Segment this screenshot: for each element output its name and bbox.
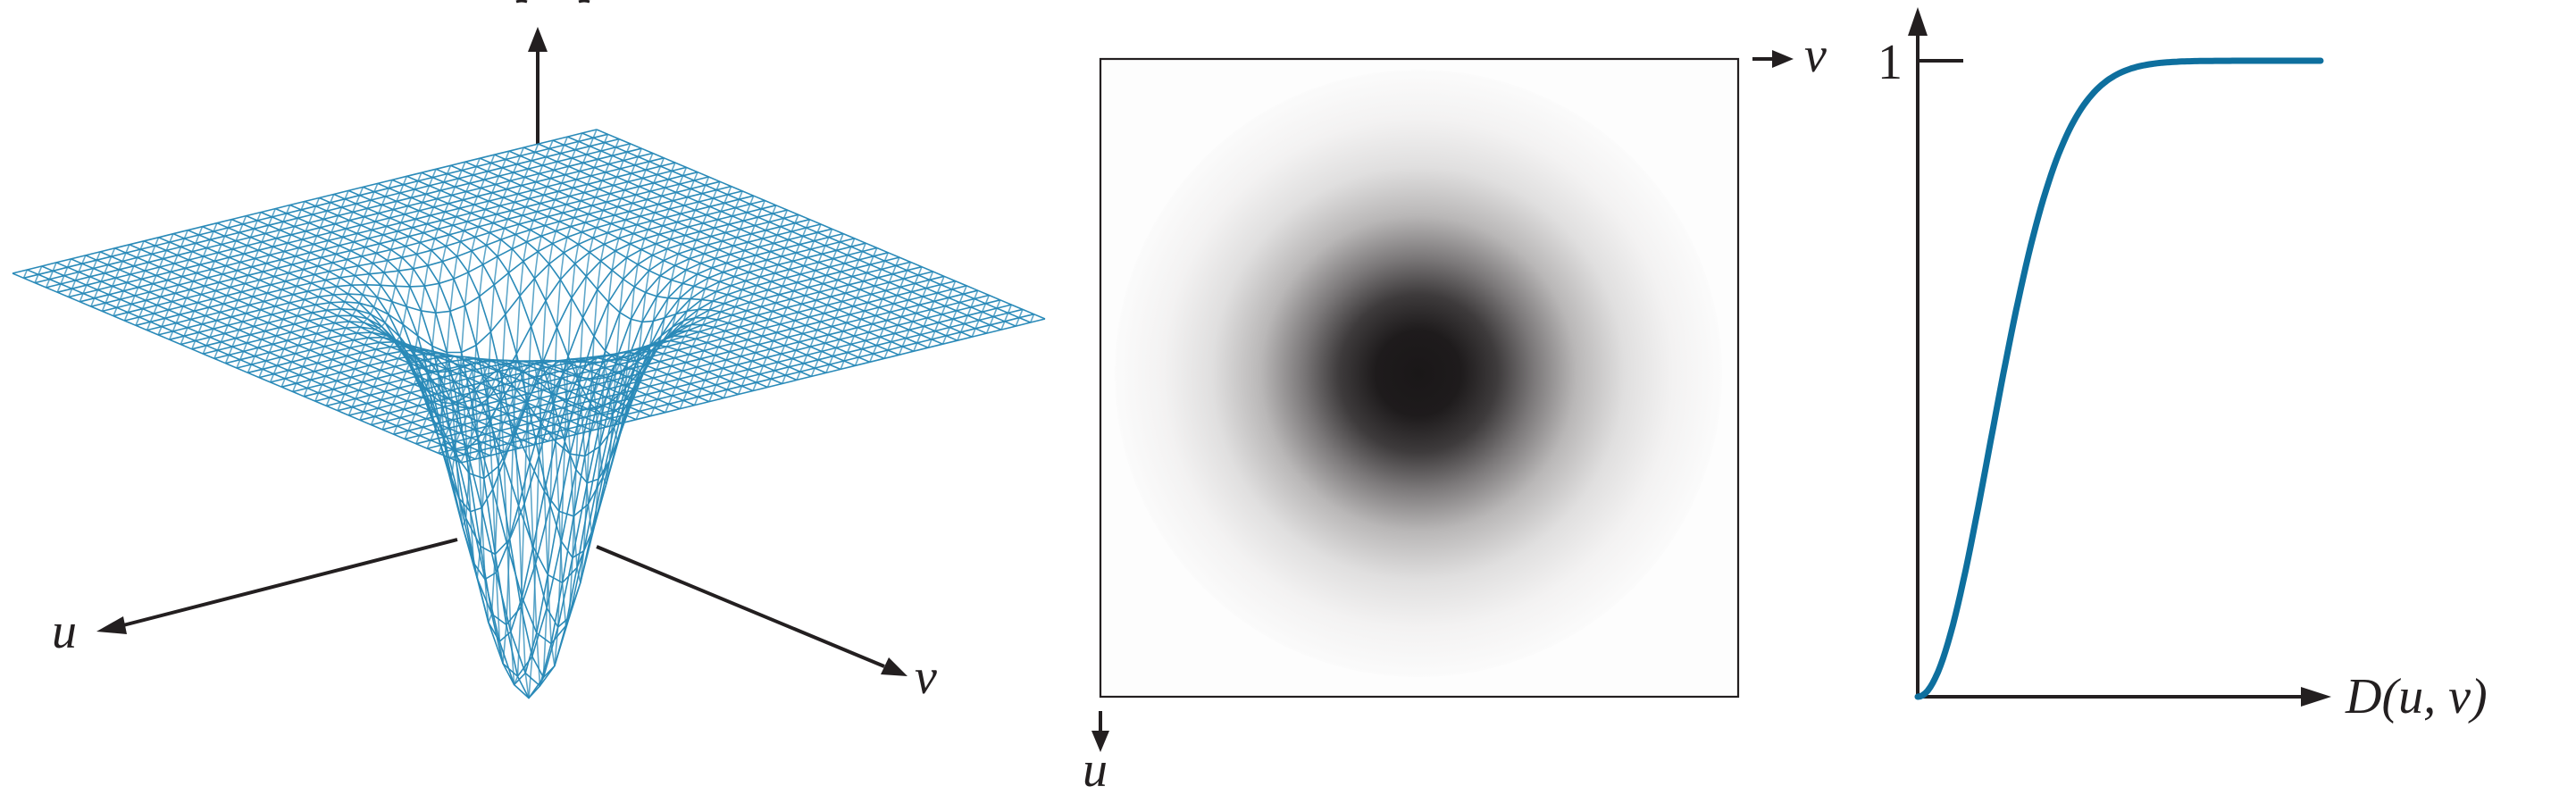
mesh-line: [180, 195, 755, 409]
mesh-line: [370, 276, 945, 425]
mesh-line: [347, 266, 923, 416]
profile-plot-panel: 1 D(u, v): [1878, 7, 2488, 724]
mesh-line: [415, 295, 991, 445]
mesh-line: [34, 134, 609, 283]
mesh-line: [460, 314, 1035, 464]
mesh-line: [90, 157, 665, 307]
mesh-line: [202, 205, 777, 555]
mesh-line: [157, 186, 732, 336]
surface-plot-panel: u v: [12, 0, 1046, 705]
mesh-line: [168, 190, 743, 353]
mesh-line: [146, 181, 721, 331]
mesh-line: [45, 138, 620, 289]
surface-h-label-fragment: [515, 0, 590, 4]
mesh-line: [224, 214, 799, 677]
mesh-line: [22, 129, 598, 279]
surface-v-axis-arrow-icon: [881, 657, 907, 676]
mesh-line: [258, 229, 833, 686]
mesh-line: [337, 262, 912, 412]
profile-x-axis-arrow-icon: [2301, 687, 2331, 707]
profile-y-tick-label: 1: [1878, 35, 1903, 90]
surface-u-axis-arrow-icon: [96, 616, 127, 634]
surface-v-label: v: [915, 649, 937, 705]
mesh-line: [123, 172, 698, 322]
mesh-line: [325, 256, 900, 406]
mesh-line: [438, 304, 1013, 454]
mesh-line: [448, 309, 1024, 459]
mesh-line: [101, 162, 676, 312]
surface-u-axis: [122, 538, 458, 627]
filter-image-frame: [1099, 57, 1740, 699]
mesh-surface: [12, 129, 1046, 699]
profile-curve: [1914, 57, 2324, 700]
image-v-axis-arrow-icon: [1772, 50, 1794, 68]
image-v-label: v: [1804, 28, 1827, 83]
image-u-label: u: [1083, 742, 1108, 795]
mesh-line: [359, 271, 934, 421]
mesh-line: [135, 176, 710, 326]
mesh-line: [404, 289, 979, 439]
mesh-line: [381, 280, 957, 431]
image-u-axis-arrow-icon: [1091, 731, 1109, 752]
mesh-line: [303, 247, 878, 456]
mesh-line: [426, 299, 1001, 449]
surface-v-axis: [596, 545, 885, 668]
mesh-line: [280, 238, 856, 583]
dark-spot: [1115, 70, 1722, 677]
mesh-line: [292, 242, 866, 516]
mesh-line: [269, 233, 844, 644]
mesh-line: [56, 143, 631, 293]
mesh-line: [392, 285, 967, 435]
surface-h-axis-arrow-icon: [528, 27, 548, 52]
mesh-line: [213, 213, 799, 626]
surface-u-label: u: [52, 604, 77, 659]
mesh-line: [113, 167, 688, 317]
profile-x-label: D(u, v): [2345, 669, 2488, 724]
mesh-line: [213, 209, 789, 625]
filter-image-panel: v u: [1083, 28, 1827, 795]
mesh-line: [79, 153, 654, 303]
mesh-line: [314, 252, 890, 410]
profile-y-axis-arrow-icon: [1908, 7, 1928, 36]
mesh-line: [68, 147, 642, 297]
